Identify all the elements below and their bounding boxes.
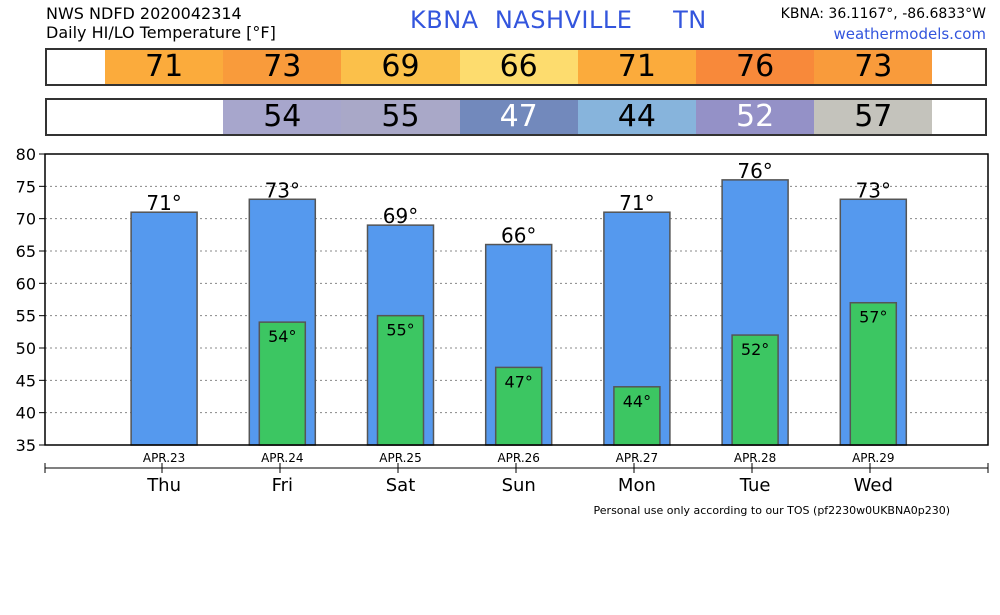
high-temp-cell: 71: [577, 50, 696, 84]
low-temp-label: 52°: [741, 340, 769, 359]
low-temp-strip: 54 55 47 44 52 57: [45, 98, 987, 136]
station-title: KBNA NASHVILLE TN: [410, 6, 707, 34]
high-temp-label: 73°: [265, 178, 300, 202]
high-temp-cell: 71: [105, 50, 224, 84]
low-temp-cell: 44: [577, 100, 696, 134]
low-temp-bar: [376, 314, 425, 446]
low-temp-cell: 54: [223, 100, 342, 134]
date-label: APR.23: [143, 451, 185, 465]
footer-note: Personal use only according to our TOS (…: [593, 504, 950, 517]
site-link[interactable]: weathermodels.com: [833, 25, 986, 43]
high-temp-label: 69°: [383, 204, 418, 228]
date-label: APR.29: [852, 451, 894, 465]
high-temp-label: 71°: [619, 191, 654, 215]
model-run-label: NWS NDFD 2020042314: [46, 4, 242, 23]
date-label: APR.27: [616, 451, 658, 465]
high-temp-label: 73°: [856, 178, 891, 202]
low-temp-bar: [849, 301, 898, 446]
product-label: Daily HI/LO Temperature [°F]: [46, 23, 276, 42]
temperature-chart: 35 40 45 50 55 60 65 70 75 80 71° APR.23 Thu 73° 54° AP…: [16, 145, 989, 496]
y-tick-label: 55: [16, 307, 36, 326]
day-label: Sat: [386, 475, 416, 496]
day-label: Wed: [854, 475, 893, 496]
high-temp-label: 71°: [146, 191, 181, 215]
plot-frame: [44, 153, 989, 446]
station-code: KBNA: [410, 6, 479, 34]
low-temp-label: 44°: [623, 392, 651, 411]
station-city: NASHVILLE: [494, 6, 633, 34]
header-right: KBNA: 36.1167°, -86.6833°W weathermodels…: [781, 4, 986, 44]
high-temp-label: 66°: [501, 224, 536, 248]
y-tick-label: 40: [16, 404, 36, 423]
low-temp-bar: [731, 334, 779, 446]
station-coords: KBNA: 36.1167°, -86.6833°W: [780, 6, 986, 22]
low-temp-label: 55°: [386, 321, 414, 340]
low-temp-bar: [258, 321, 307, 446]
low-temp-label: 57°: [859, 308, 887, 327]
low-temp-label: 47°: [505, 372, 533, 391]
y-tick-label: 45: [16, 371, 36, 390]
y-tick-label: 60: [16, 274, 36, 293]
y-tick-label: 80: [16, 145, 36, 164]
low-temp-cell: 47: [459, 100, 578, 134]
high-temp-cell: 69: [341, 50, 460, 84]
low-temp-cell: 55: [341, 100, 460, 134]
high-temp-cell: 76: [696, 50, 815, 84]
y-tick-label: 70: [16, 210, 36, 229]
high-temp-cell: 66: [459, 50, 578, 84]
high-temp-bar: [130, 211, 198, 446]
y-tick-label: 75: [16, 177, 36, 196]
date-label: APR.26: [497, 451, 539, 465]
high-temp-cell: 73: [223, 50, 342, 84]
date-label: APR.25: [379, 451, 421, 465]
day-label: Thu: [146, 475, 181, 496]
high-temp-cell: 73: [814, 50, 933, 84]
y-tick-label: 35: [16, 436, 36, 455]
high-temp-label: 76°: [737, 159, 772, 183]
low-temp-cell: [105, 100, 224, 134]
y-tick-label: 65: [16, 242, 36, 261]
day-label: Mon: [618, 475, 656, 496]
day-label: Fri: [272, 475, 293, 496]
date-label: APR.24: [261, 451, 303, 465]
header-info: NWS NDFD 2020042314 Daily HI/LO Temperat…: [46, 4, 276, 42]
y-tick-label: 50: [16, 339, 36, 358]
high-temp-strip: 71 73 69 66 71 76 73: [45, 48, 987, 86]
day-label: Tue: [739, 475, 771, 496]
low-temp-cell: 52: [696, 100, 815, 134]
day-label: Sun: [502, 475, 536, 496]
low-temp-label: 54°: [268, 327, 296, 346]
date-label: APR.28: [734, 451, 776, 465]
station-state: TN: [673, 6, 707, 34]
low-temp-cell: 57: [814, 100, 933, 134]
